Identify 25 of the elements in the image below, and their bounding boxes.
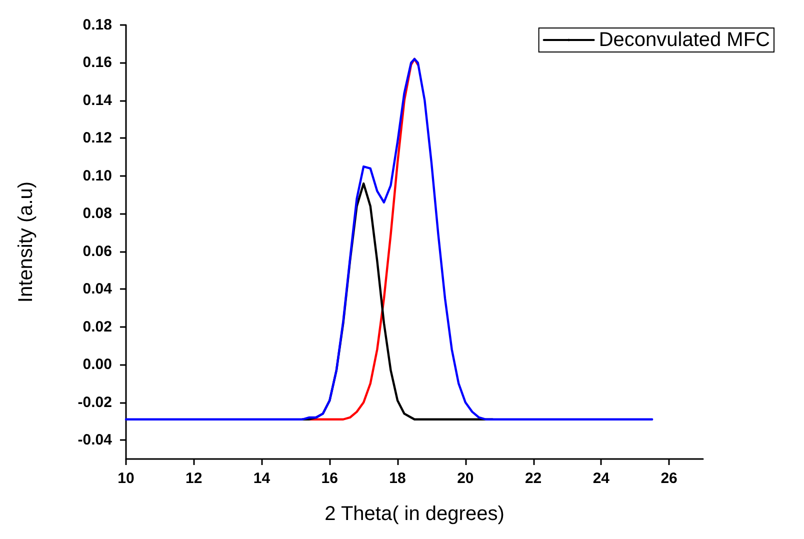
y-tick-label: 0.08	[82, 205, 112, 222]
y-tick-label: 0.14	[82, 92, 113, 109]
y-tick-label: 0.16	[82, 54, 112, 72]
y-tick-label: 0.00	[82, 356, 112, 374]
x-tick-label: 26	[660, 470, 678, 487]
x-tick-label: 22	[524, 470, 542, 487]
y-tick-label: 0.04	[82, 280, 113, 298]
line-series	[124, 58, 654, 420]
x-tick-label: 18	[389, 470, 406, 487]
y-tick-label: 0.18	[82, 16, 112, 34]
x-tick-label: 20	[457, 470, 474, 487]
y-tick-label: -0.04	[78, 432, 113, 449]
x-tick-label: 10	[118, 470, 134, 487]
y-tick-label: -0.02	[78, 394, 112, 411]
y-tick-label: 0.10	[82, 167, 112, 184]
y-tick-label: 0.02	[82, 318, 112, 336]
legend-label: Deconvulated MFC	[598, 29, 770, 51]
y-axis-title: Intensity (a.u)	[15, 181, 37, 303]
x-tick-label: 16	[321, 470, 338, 487]
x-axis-title: 2 Theta( in degrees)	[324, 503, 504, 525]
y-tick-label: 0.12	[82, 130, 112, 147]
x-tick-label: 12	[186, 470, 202, 487]
x-tick-label: 14	[253, 470, 271, 487]
y-tick-label: 0.06	[82, 242, 112, 260]
x-tick-label: 24	[592, 470, 610, 487]
